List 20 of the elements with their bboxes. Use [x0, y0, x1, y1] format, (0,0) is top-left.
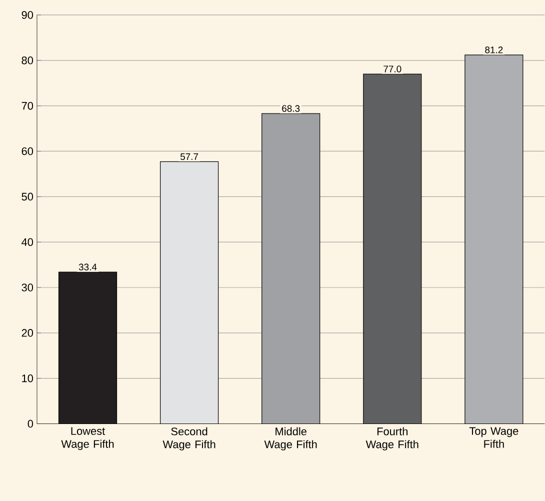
y-tick-label: 80 — [22, 56, 34, 64]
x-tick-label: Top Wage Fifth — [469, 427, 518, 448]
data-label: 68.3 — [282, 105, 300, 112]
x-tick-label: Second Wage Fifth — [162, 427, 216, 451]
data-label: 77.0 — [384, 66, 402, 72]
y-tick-label: 20 — [22, 329, 34, 337]
x-tick-label: Lowest Wage Fifth — [61, 427, 114, 450]
x-tick-label: Fourth Wage Fifth — [366, 427, 418, 451]
y-tick-label: 50 — [22, 192, 34, 201]
y-tick-label: 10 — [22, 374, 34, 382]
x-tick-label: Middle Wage Fifth — [264, 427, 317, 451]
data-label: 81.2 — [485, 46, 503, 54]
y-tick-label: 0 — [28, 420, 34, 428]
y-tick-label: 90 — [22, 11, 34, 19]
data-label: 57.7 — [180, 154, 198, 160]
y-tick-label: 70 — [22, 102, 34, 110]
y-tick-label: 30 — [22, 284, 34, 292]
y-tick-label: 60 — [22, 148, 34, 156]
data-label: 33.4 — [78, 264, 97, 270]
y-tick-label: 40 — [22, 238, 34, 246]
